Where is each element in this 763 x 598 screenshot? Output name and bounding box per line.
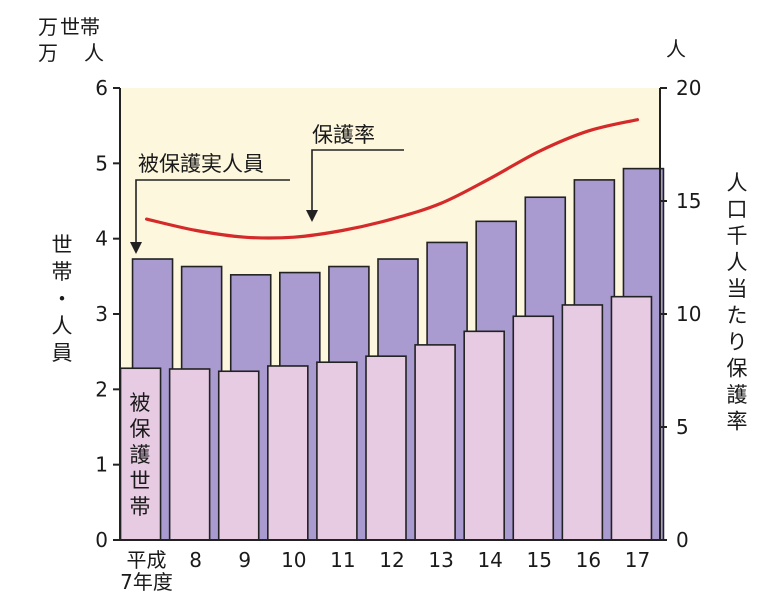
right-axis-label-char: 率	[727, 410, 748, 434]
annotation-persons-arrowhead	[130, 242, 142, 254]
annotation-rate: 保護率	[312, 123, 375, 147]
bars-inner-group	[119, 295, 653, 541]
bar-households	[561, 304, 604, 541]
left-tick-label: 1	[95, 453, 108, 477]
x-tick-label: 12	[379, 548, 404, 572]
x-tick-label: 11	[330, 548, 355, 572]
x-tick-label: 15	[527, 548, 552, 572]
left-axis-label-char: 員	[52, 341, 73, 365]
households-label-char: 被	[130, 391, 151, 415]
left-unit-setai: 世帯	[60, 15, 100, 39]
x-tick-label: 9	[238, 548, 251, 572]
right-axis-label-char: 当	[727, 277, 748, 301]
bar-households	[463, 330, 505, 541]
x-tick-label: 平成	[127, 548, 167, 572]
right-axis-label-char: 護	[727, 383, 748, 407]
left-tick-label: 4	[95, 227, 108, 251]
x-tick-label: 8	[189, 548, 202, 572]
bar-households	[365, 355, 407, 541]
households-label-char: 保	[130, 417, 151, 441]
left-axis-label-char: 世	[52, 233, 73, 257]
left-tick-label: 3	[95, 302, 108, 326]
households-label-char: 帯	[130, 495, 151, 519]
rate-line-group	[144, 118, 640, 240]
bar-households	[217, 370, 260, 541]
bar-households	[267, 365, 309, 541]
annotation-rate-arrowhead	[306, 210, 318, 222]
right-axis-label-char: り	[727, 330, 748, 354]
left-tick-label: 2	[95, 377, 108, 401]
right-tick-label: 10	[676, 302, 701, 326]
right-tick-label: 15	[676, 189, 701, 213]
right-axis-label-char: 人	[727, 251, 748, 275]
right-axis-label-char: 千	[727, 224, 748, 248]
left-unit-nin: 人	[84, 41, 104, 65]
left-axis-label-char: 帯	[52, 260, 73, 284]
annotation-rate-pointer	[311, 149, 404, 212]
right-tick-label: 5	[676, 415, 689, 439]
left-ticks: 0 1 2 3 4 5 6	[95, 76, 120, 552]
left-tick-label: 5	[95, 151, 108, 175]
right-ticks: 0 5 10 15 20	[660, 76, 701, 552]
right-unit: 人	[666, 37, 686, 61]
bar-households	[168, 368, 211, 541]
right-tick-label: 0	[676, 528, 689, 552]
right-tick-label: 20	[676, 76, 701, 100]
annotation-persons: 被保護実人員	[138, 152, 264, 176]
left-unit-man-2: 万	[38, 41, 58, 65]
right-axis-label-char: 保	[727, 357, 748, 381]
bar-households	[119, 367, 162, 541]
bar-households	[316, 361, 358, 541]
left-tick-label: 6	[95, 76, 108, 100]
x-tick-label: 17	[625, 548, 650, 572]
left-axis-label-char: ・	[52, 287, 73, 311]
left-axis-label: 世帯・人員	[52, 233, 73, 365]
x-tick-label: 7年度	[120, 570, 173, 594]
right-axis-label-char: 人	[727, 171, 748, 195]
left-tick-label: 0	[95, 528, 108, 552]
right-axis-label-char: た	[727, 304, 748, 328]
bar-households	[414, 344, 456, 541]
right-axis-label-char: 口	[727, 198, 748, 222]
left-unit-man-1: 万	[38, 15, 58, 39]
households-label-char: 世	[130, 469, 151, 493]
bar-households	[610, 295, 653, 541]
x-tick-label: 13	[428, 548, 453, 572]
annotation-persons-pointer	[135, 179, 290, 244]
x-tick-label: 10	[281, 548, 306, 572]
households-label-char: 護	[130, 443, 151, 467]
left-axis-label-char: 人	[52, 314, 73, 338]
bar-households	[512, 315, 555, 541]
rate-line	[144, 118, 640, 240]
x-tick-label: 16	[576, 548, 601, 572]
x-tick-label: 14	[477, 548, 502, 572]
